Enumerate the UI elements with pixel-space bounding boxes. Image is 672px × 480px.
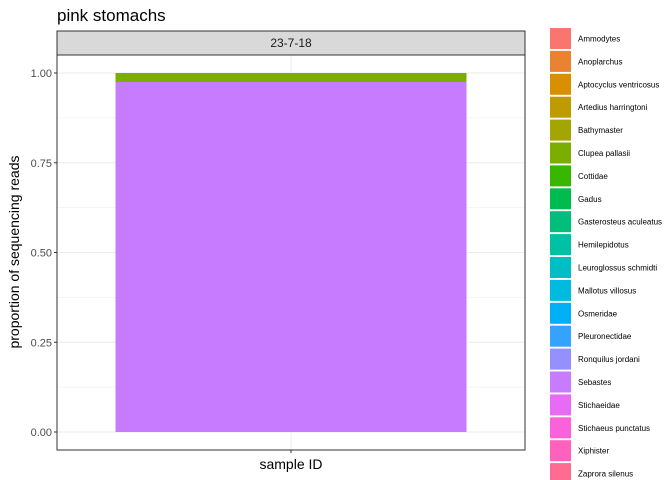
y-tick-label-2: 0.50 [31, 248, 52, 260]
legend-label-5: Clupea pallasii [578, 149, 630, 158]
legend-key-11 [550, 279, 571, 301]
facet-strip [56, 30, 526, 56]
legend-label-14: Ronquilus jordani [578, 355, 640, 364]
y-tick-label-4: 1.00 [31, 68, 52, 80]
legend-key-4 [550, 119, 571, 141]
legend-key-9 [550, 234, 571, 256]
legend-label-17: Stichaeus punctatus [578, 424, 650, 433]
legend-key-6 [550, 165, 571, 187]
x-axis-title: sample ID [259, 456, 322, 472]
legend-label-8: Gasterosteus aculeatus [578, 218, 662, 227]
facet-label: 23-7-18 [270, 36, 312, 50]
chart-title: pink stomachs [57, 6, 166, 25]
legend-key-19 [550, 463, 571, 480]
legend-key-10 [550, 257, 571, 278]
legend-key-13 [550, 325, 571, 347]
y-axis: 0.00 0.25 0.50 0.75 1.00 [31, 68, 57, 439]
legend-key-17 [550, 417, 571, 439]
legend-label-1: Anoplarchus [578, 57, 622, 66]
legend-label-16: Stichaeidae [578, 401, 620, 410]
legend-label-3: Artedius harringtoni [578, 103, 648, 112]
legend-key-1 [550, 50, 571, 72]
legend-label-6: Cottidae [578, 172, 608, 181]
y-axis-title: proportion of sequencing reads [6, 155, 22, 348]
legend-label-15: Sebastes [578, 378, 611, 387]
legend-key-16 [550, 394, 571, 416]
legend-key-3 [550, 96, 571, 118]
legend-key-0 [550, 28, 571, 49]
legend: Ammodytes Anoplarchus Aptocyclus ventricos… [550, 28, 662, 480]
legend-label-11: Mallotus villosus [578, 286, 636, 295]
y-tick-label-0: 0.00 [31, 427, 52, 439]
y-tick-label-3: 0.75 [31, 158, 52, 170]
y-tick-label-1: 0.25 [31, 337, 52, 349]
legend-key-8 [550, 211, 571, 233]
legend-key-2 [550, 73, 571, 95]
legend-label-10: Leuroglossus schmidti [578, 264, 657, 273]
legend-label-7: Gadus [578, 195, 602, 204]
legend-key-14 [550, 348, 571, 370]
legend-label-18: Xiphister [578, 447, 609, 456]
legend-key-7 [550, 188, 571, 210]
legend-label-13: Pleuronectidae [578, 332, 632, 341]
legend-key-15 [550, 371, 571, 393]
bars [115, 73, 467, 432]
legend-label-4: Bathymaster [578, 126, 623, 135]
legend-label-19: Zaprora silenus [578, 470, 633, 479]
legend-label-9: Hemilepidotus [578, 241, 629, 250]
legend-label-0: Ammodytes [578, 35, 620, 44]
legend-key-12 [550, 302, 571, 324]
legend-label-2: Aptocyclus ventricosus [578, 80, 659, 89]
legend-key-18 [550, 440, 571, 462]
bar-segment-sebastes [115, 81, 467, 432]
legend-key-5 [550, 142, 571, 164]
bar-segment-clupea-pallasii [115, 73, 467, 82]
legend-label-12: Osmeridae [578, 309, 618, 318]
